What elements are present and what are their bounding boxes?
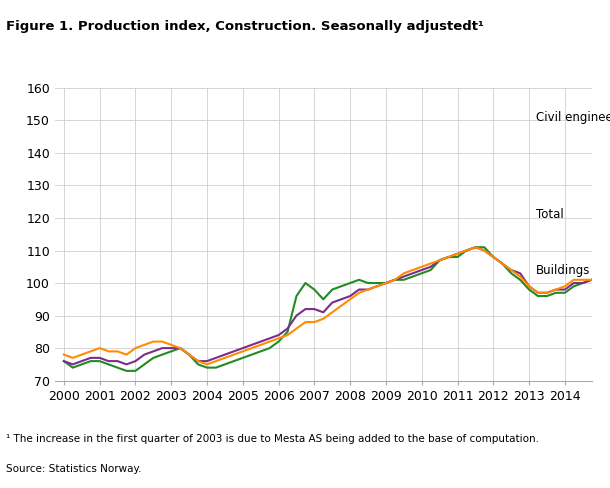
Text: Civil engineering works: Civil engineering works — [536, 111, 610, 123]
Text: Source: Statistics Norway.: Source: Statistics Norway. — [6, 464, 142, 473]
Text: Figure 1. Production index, Construction. Seasonally adjustedt¹: Figure 1. Production index, Construction… — [6, 20, 484, 33]
Text: Total: Total — [536, 208, 564, 221]
Text: ¹ The increase in the first quarter of 2003 is due to Mesta AS being added to th: ¹ The increase in the first quarter of 2… — [6, 434, 539, 444]
Text: Buildings: Buildings — [536, 264, 590, 277]
